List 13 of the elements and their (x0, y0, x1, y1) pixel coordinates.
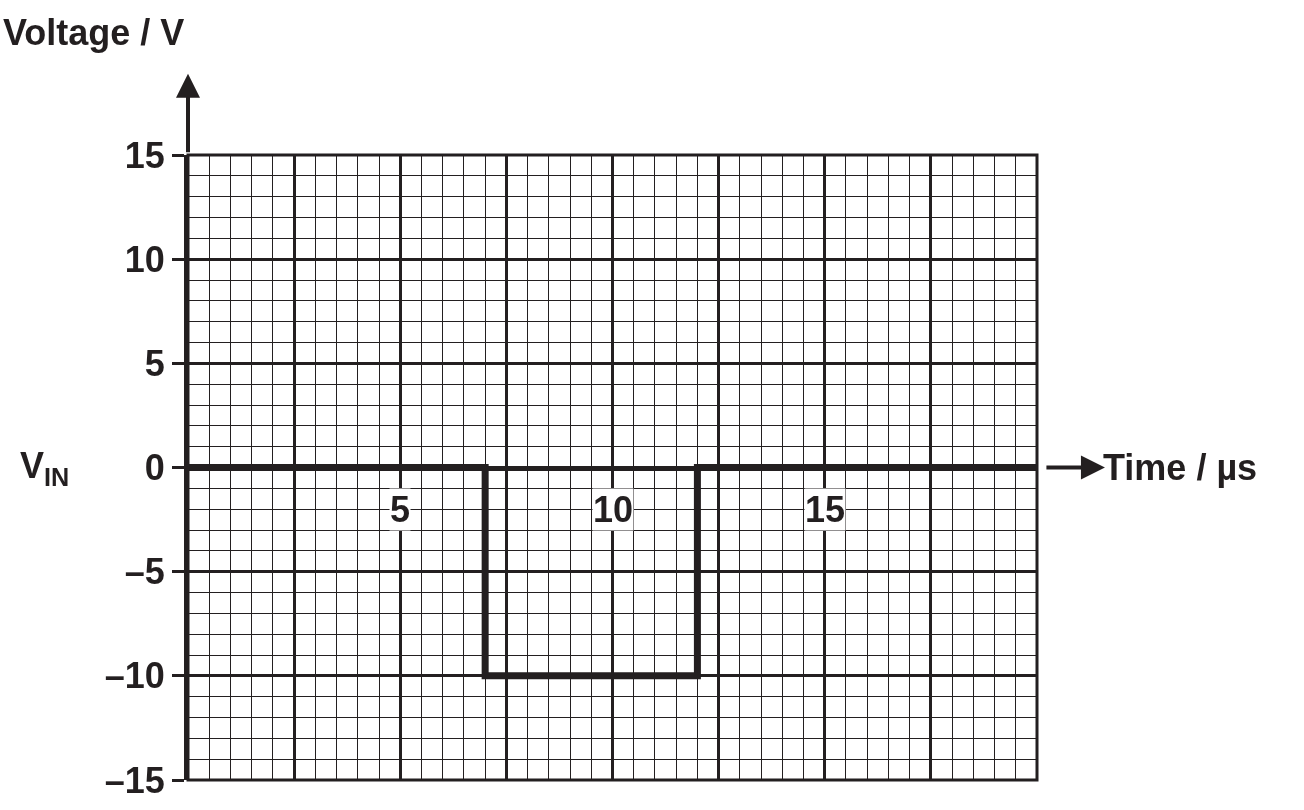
y-tick-label: –15 (104, 759, 165, 801)
x-axis-title: Time / µs (1103, 447, 1258, 488)
x-tick-label: 5 (390, 489, 411, 530)
x-tick-label: 10 (593, 489, 634, 530)
y-tick-label: 0 (144, 447, 165, 489)
x-tick-label: 15 (805, 489, 846, 530)
text: V$_{IN}$ (20, 445, 70, 491)
y-tick-label: 15 (124, 134, 165, 176)
y-tick-label: 5 (144, 342, 165, 384)
y-axis-title: Voltage / V (3, 12, 185, 53)
y-tick-label: –10 (104, 655, 165, 697)
y-tick-label: –5 (124, 551, 165, 593)
y-tick-label: 10 (124, 238, 165, 280)
